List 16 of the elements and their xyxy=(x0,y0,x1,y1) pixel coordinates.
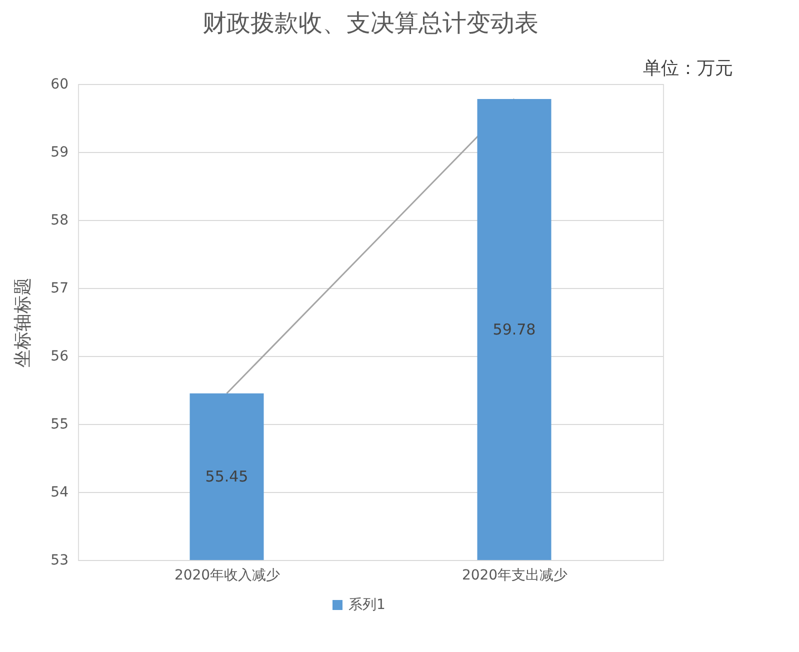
y-tick-label: 58 xyxy=(50,212,68,228)
data-label: 59.78 xyxy=(492,320,536,338)
y-axis-title: 坐标轴标题 xyxy=(12,278,34,368)
y-tick-label: 56 xyxy=(50,348,69,364)
chart-title: 财政拨款收、支决算总计变动表 xyxy=(202,9,538,37)
y-tick-label: 59 xyxy=(50,144,68,160)
x-tick-label: 2020年支出减少 xyxy=(462,568,568,584)
x-tick-label: 2020年收入减少 xyxy=(174,568,280,584)
y-tick-label: 53 xyxy=(50,552,68,568)
legend-label: 系列1 xyxy=(348,597,386,613)
text: 单位：万元 xyxy=(643,58,733,79)
y-tick-label: 55 xyxy=(50,416,68,432)
y-tick-label: 57 xyxy=(50,280,68,296)
y-tick-label: 54 xyxy=(50,484,69,500)
data-label: 55.45 xyxy=(205,468,248,486)
y-tick-label: 60 xyxy=(50,76,68,92)
